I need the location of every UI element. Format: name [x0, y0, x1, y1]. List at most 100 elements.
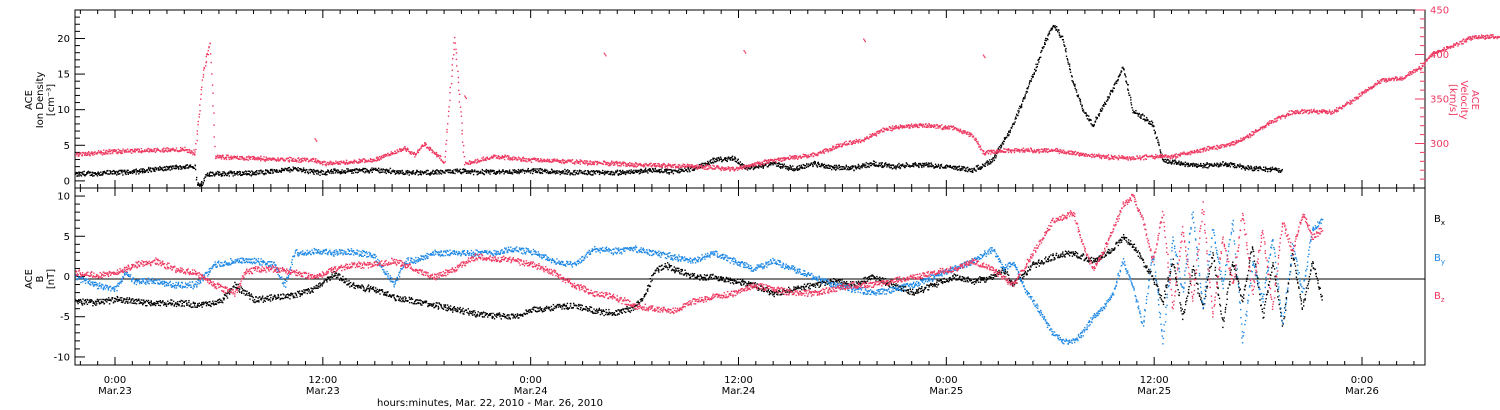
top-point	[380, 156, 382, 159]
top-point	[836, 146, 838, 148]
top-point	[618, 170, 621, 172]
top-point	[378, 159, 380, 161]
top-point	[777, 164, 779, 167]
top-point	[223, 171, 225, 173]
top-point	[405, 150, 408, 152]
top-point	[107, 152, 109, 154]
top-point	[81, 155, 84, 157]
top-point	[131, 148, 134, 151]
top-point	[448, 106, 450, 108]
top-point	[741, 167, 743, 169]
top-point	[442, 161, 444, 163]
top-point	[290, 169, 292, 171]
top-point	[1214, 164, 1217, 166]
top-point	[247, 170, 249, 172]
top-point	[562, 160, 564, 162]
top-point	[198, 184, 200, 186]
top-point	[557, 159, 559, 161]
b-tick-label: 5	[64, 232, 70, 243]
top-point	[526, 160, 528, 163]
top-point	[117, 152, 119, 155]
top-point	[259, 158, 261, 160]
top-point	[227, 173, 230, 175]
top-point	[598, 170, 600, 172]
top-point	[571, 172, 573, 174]
top-point	[419, 170, 422, 172]
top-point	[605, 172, 607, 174]
top-point	[637, 164, 639, 167]
top-point	[301, 160, 303, 162]
top-point	[1115, 80, 1118, 82]
top-point	[1068, 65, 1071, 67]
top-point	[312, 157, 315, 160]
top-point	[654, 163, 657, 165]
top-point	[888, 163, 890, 165]
top-point	[117, 151, 120, 153]
top-point	[281, 167, 283, 170]
top-point	[166, 147, 168, 149]
top-point	[1273, 168, 1275, 170]
top-point	[689, 167, 692, 170]
top-point	[826, 164, 828, 167]
top-point	[188, 166, 190, 168]
top-point	[802, 156, 804, 158]
top-point	[197, 120, 199, 123]
top-point	[316, 171, 318, 173]
top-point	[228, 171, 230, 173]
top-point	[398, 173, 400, 175]
top-point	[935, 127, 937, 129]
top-point	[1276, 168, 1278, 170]
top-point	[642, 170, 644, 172]
top-point	[1099, 108, 1102, 111]
top-point	[252, 171, 254, 173]
top-point	[201, 184, 204, 187]
top-point	[810, 155, 812, 157]
top-point	[787, 166, 789, 168]
top-point	[600, 171, 602, 173]
top-point	[633, 163, 636, 165]
top-point	[1045, 39, 1047, 42]
top-point	[1140, 114, 1143, 116]
top-point	[435, 151, 438, 154]
top-point	[889, 164, 891, 167]
top-point	[222, 157, 225, 159]
top-point	[127, 173, 129, 175]
top-point	[185, 167, 187, 169]
top-point	[355, 171, 357, 174]
top-point	[313, 170, 315, 172]
top-point	[134, 169, 136, 171]
top-point	[736, 169, 739, 171]
top-point	[133, 151, 135, 153]
top-point	[864, 137, 866, 139]
top-point	[213, 175, 216, 177]
top-point	[481, 172, 484, 174]
top-point	[925, 123, 927, 125]
top-point	[249, 158, 251, 160]
top-point	[724, 169, 726, 171]
top-point	[668, 169, 670, 171]
top-point	[81, 173, 84, 175]
top-point	[1211, 164, 1213, 166]
top-point	[893, 166, 895, 168]
top-point	[1272, 168, 1274, 170]
top-point	[768, 161, 770, 163]
top-point	[424, 145, 426, 147]
top-point	[467, 170, 469, 172]
top-point	[337, 170, 340, 172]
top-point	[339, 173, 342, 175]
top-point	[754, 166, 756, 168]
top-point	[367, 170, 369, 172]
top-point	[813, 160, 816, 163]
top-point	[340, 172, 343, 174]
top-point	[254, 157, 256, 159]
top-point	[925, 126, 928, 128]
top-point	[820, 165, 822, 167]
top-point	[1024, 97, 1026, 99]
top-point	[461, 133, 463, 135]
top-point	[438, 170, 440, 172]
top-point	[489, 173, 491, 175]
top-point	[162, 166, 164, 169]
top-point	[881, 162, 883, 164]
top-point	[909, 166, 911, 168]
top-point	[257, 158, 260, 160]
